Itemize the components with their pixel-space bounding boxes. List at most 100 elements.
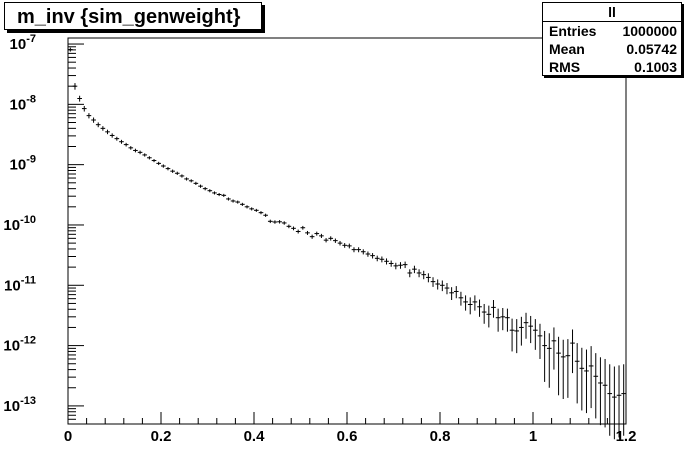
data-point bbox=[281, 221, 287, 225]
data-point bbox=[314, 231, 320, 236]
x-tick-label: 0.8 bbox=[430, 428, 451, 445]
data-point bbox=[607, 364, 613, 436]
data-point bbox=[360, 249, 366, 255]
data-point bbox=[184, 177, 189, 181]
data-point bbox=[165, 166, 171, 171]
data-point bbox=[221, 193, 227, 197]
data-point bbox=[616, 365, 622, 438]
data-point bbox=[347, 243, 352, 249]
data-point bbox=[481, 303, 487, 324]
data-point bbox=[342, 243, 347, 248]
data-point bbox=[370, 253, 375, 259]
data-point bbox=[77, 95, 82, 102]
data-point bbox=[579, 347, 585, 411]
stats-label: RMS bbox=[549, 59, 581, 75]
data-point bbox=[137, 150, 143, 155]
data-point bbox=[114, 136, 120, 141]
y-tick-label: 10-11 bbox=[4, 274, 36, 294]
data-point bbox=[207, 189, 213, 193]
y-tick-label: 10-9 bbox=[10, 154, 36, 174]
data-point bbox=[500, 308, 506, 331]
x-tick-label: 0.6 bbox=[337, 428, 358, 445]
data-point bbox=[565, 339, 571, 398]
data-point bbox=[235, 200, 241, 204]
data-point bbox=[560, 339, 566, 400]
stats-value: 1000000 bbox=[622, 23, 677, 39]
data-point bbox=[151, 159, 157, 163]
data-point bbox=[263, 213, 268, 217]
x-tick-label: 0.2 bbox=[151, 428, 172, 445]
data-point bbox=[467, 297, 473, 315]
data-point bbox=[412, 265, 417, 274]
data-point bbox=[295, 229, 301, 234]
data-point bbox=[156, 161, 161, 166]
stats-row-rms: RMS 0.1003 bbox=[543, 58, 681, 76]
data-point bbox=[267, 219, 273, 224]
data-point bbox=[193, 181, 199, 185]
data-point bbox=[202, 187, 208, 191]
data-point bbox=[142, 153, 148, 157]
data-point bbox=[388, 260, 394, 267]
data-point bbox=[453, 286, 459, 299]
data-point bbox=[68, 47, 73, 52]
data-point bbox=[449, 287, 454, 301]
data-point bbox=[407, 269, 413, 278]
data-point bbox=[240, 202, 245, 206]
data-point bbox=[393, 262, 399, 270]
data-point bbox=[435, 279, 440, 290]
data-point bbox=[402, 261, 408, 269]
plot-frame bbox=[67, 37, 627, 425]
data-point bbox=[509, 318, 515, 352]
data-point bbox=[333, 238, 338, 243]
data-point bbox=[519, 316, 524, 346]
data-point bbox=[100, 126, 106, 131]
data-point bbox=[421, 270, 427, 280]
data-point bbox=[537, 323, 543, 359]
data-point bbox=[337, 240, 343, 246]
data-point bbox=[416, 269, 422, 278]
data-point bbox=[598, 357, 603, 426]
data-point bbox=[593, 353, 599, 419]
data-point bbox=[291, 226, 296, 231]
data-point bbox=[323, 238, 329, 243]
x-tick-label: 0.4 bbox=[244, 428, 266, 445]
data-point bbox=[170, 169, 175, 173]
data-point bbox=[309, 234, 315, 239]
data-point bbox=[174, 171, 180, 175]
data-point bbox=[444, 283, 450, 295]
data-point bbox=[588, 346, 594, 409]
stats-value: 0.1003 bbox=[634, 59, 677, 75]
stats-row-mean: Mean 0.05742 bbox=[543, 40, 681, 58]
data-point bbox=[612, 366, 617, 440]
y-tick-label: 10-10 bbox=[3, 214, 36, 234]
y-tick-label: 10-13 bbox=[3, 395, 36, 415]
data-point bbox=[384, 258, 389, 265]
data-point bbox=[440, 280, 445, 292]
data-point bbox=[81, 105, 87, 112]
data-point bbox=[574, 343, 580, 404]
data-point bbox=[258, 211, 264, 215]
data-point bbox=[458, 291, 464, 306]
data-point bbox=[319, 233, 324, 239]
data-point bbox=[328, 236, 334, 241]
data-point bbox=[272, 220, 278, 224]
data-point bbox=[486, 305, 492, 328]
data-point bbox=[105, 129, 110, 135]
data-point bbox=[216, 192, 222, 197]
stats-label: Mean bbox=[549, 41, 585, 57]
data-point bbox=[300, 225, 306, 230]
data-point bbox=[528, 315, 533, 344]
data-point bbox=[230, 199, 236, 203]
data-point bbox=[179, 174, 185, 178]
data-point bbox=[602, 358, 608, 428]
data-point bbox=[356, 247, 361, 253]
data-point bbox=[584, 349, 589, 414]
data-point bbox=[254, 208, 259, 212]
data-point bbox=[72, 83, 78, 90]
data-point bbox=[491, 300, 496, 318]
data-point bbox=[505, 308, 510, 332]
y-tick-label: 10-12 bbox=[3, 335, 36, 355]
data-point bbox=[426, 273, 431, 283]
data-point bbox=[472, 295, 478, 311]
